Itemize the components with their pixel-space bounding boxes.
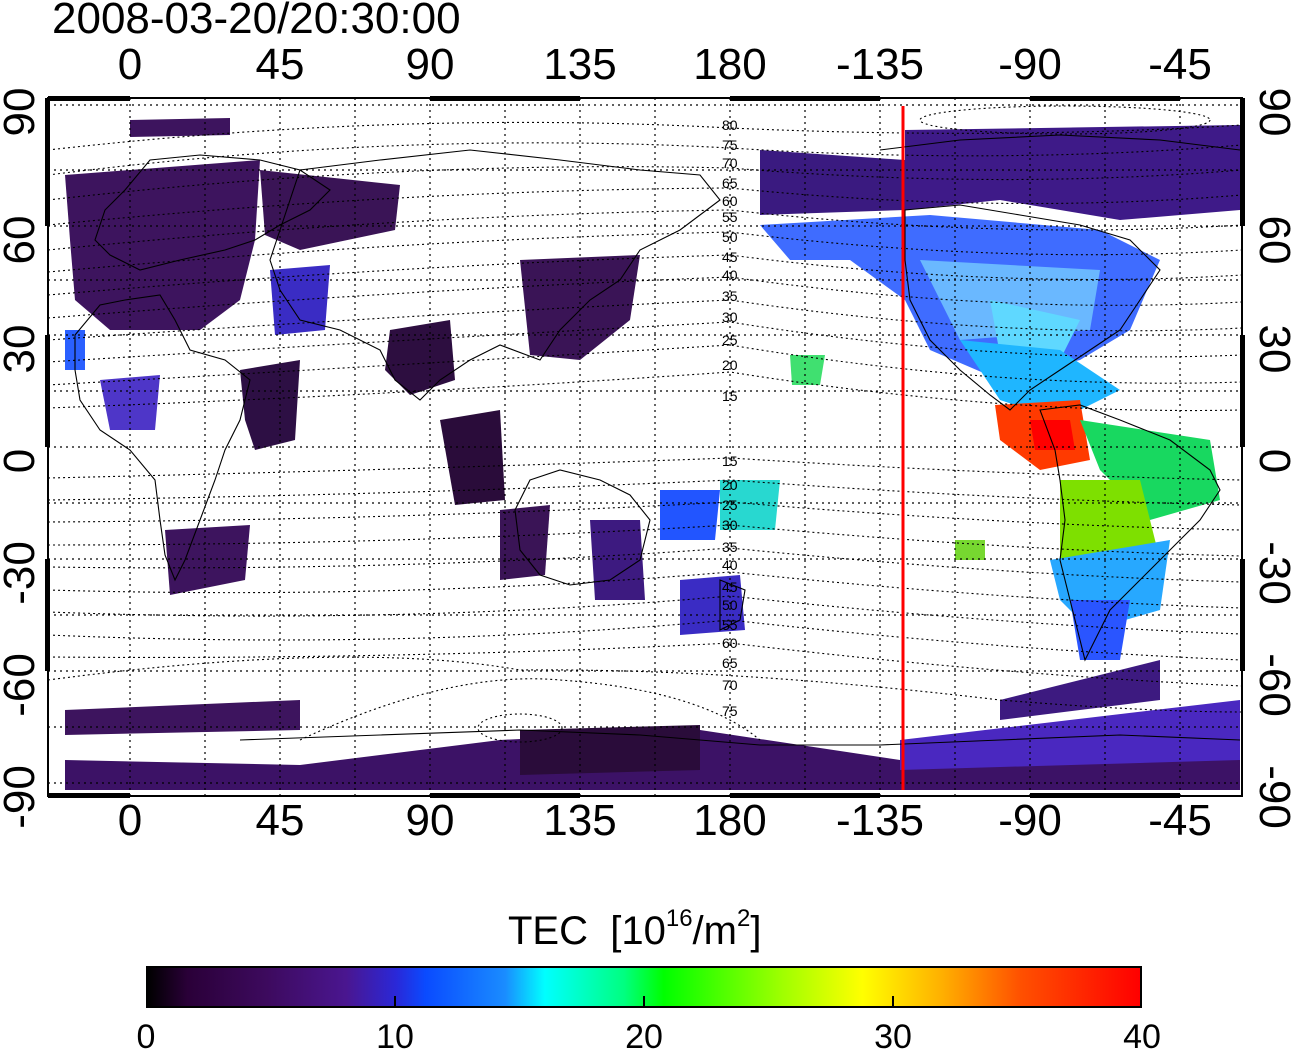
map-border-ticks bbox=[45, 96, 1245, 798]
lat-tick-label-right: -90 bbox=[1250, 765, 1292, 829]
colorbar-tick-label: 40 bbox=[1123, 1018, 1161, 1056]
contour-label: 45 bbox=[722, 249, 738, 265]
contour-label: 70 bbox=[722, 155, 738, 171]
lon-tick-label-bottom: -45 bbox=[1148, 796, 1212, 845]
contour-label: 25 bbox=[722, 497, 738, 513]
colorbar-unit-mid: /m bbox=[692, 909, 737, 953]
lon-tick-label-top: 90 bbox=[405, 40, 455, 89]
lon-tick-label-bottom: 180 bbox=[693, 796, 767, 845]
lat-tick-label-left: 60 bbox=[0, 215, 44, 265]
map-title-timestamp: 2008-03-20/20:30:00 bbox=[52, 0, 461, 43]
lat-tick-label-right: 0 bbox=[1249, 449, 1292, 473]
coastlines bbox=[74, 134, 1241, 746]
lat-tick-label-left: 30 bbox=[0, 324, 44, 374]
lat-tick-label-right: -60 bbox=[1250, 653, 1292, 717]
lat-tick-label-right: 90 bbox=[1250, 87, 1292, 137]
colorbar-tick-label: 20 bbox=[625, 1018, 663, 1056]
lon-tick-label-bottom: 0 bbox=[117, 796, 143, 845]
lat-tick-label-right: -30 bbox=[1250, 541, 1292, 605]
lat-tick-label-left: -30 bbox=[0, 541, 44, 605]
colorbar-unit-exponent: 16 bbox=[665, 905, 693, 932]
contour-label: 75 bbox=[722, 703, 738, 719]
colorbar-tick-label: 0 bbox=[136, 1018, 156, 1056]
lon-tick-label-top: 45 bbox=[255, 40, 305, 89]
contour-label: 40 bbox=[722, 557, 738, 573]
colorbar-title: TEC [1016/m2] bbox=[508, 905, 761, 954]
colorbar-label: TEC bbox=[508, 909, 588, 953]
colorbar-tick-mark bbox=[643, 996, 645, 1006]
contour-label: 55 bbox=[722, 617, 738, 633]
contour-label: 75 bbox=[722, 137, 738, 153]
lon-tick-label-top: 0 bbox=[117, 40, 143, 89]
contour-label: 65 bbox=[722, 655, 738, 671]
colorbar-unit-base: [10 bbox=[610, 909, 666, 953]
lat-tick-label-right: 30 bbox=[1250, 324, 1292, 374]
lon-tick-label-top: 180 bbox=[693, 40, 767, 89]
lon-tick-label-bottom: -90 bbox=[998, 796, 1062, 845]
colorbar-tick-mark bbox=[394, 996, 396, 1006]
lon-tick-label-bottom: 45 bbox=[255, 796, 305, 845]
lat-tick-label-left: 0 bbox=[0, 449, 45, 473]
magnetic-latitude-contours bbox=[48, 105, 1242, 743]
contour-label: 30 bbox=[722, 517, 738, 533]
contour-label: 65 bbox=[722, 175, 738, 191]
contour-label: 35 bbox=[722, 539, 738, 555]
lon-tick-label-bottom: 135 bbox=[543, 796, 617, 845]
contour-label: 30 bbox=[722, 309, 738, 325]
contour-label: 40 bbox=[722, 267, 738, 283]
colorbar-unit-end: ] bbox=[750, 909, 762, 953]
contour-label: 50 bbox=[722, 229, 738, 245]
tec-patches-antarctic bbox=[65, 660, 1240, 790]
colorbar-tick-label: 30 bbox=[874, 1018, 912, 1056]
colorbar-unit-exponent-2: 2 bbox=[736, 905, 751, 932]
contour-label: 60 bbox=[722, 635, 738, 651]
contour-label: 70 bbox=[722, 677, 738, 693]
contour-label: 60 bbox=[722, 193, 738, 209]
lat-tick-label-right: 60 bbox=[1250, 215, 1292, 265]
tec-patches-americas bbox=[660, 125, 1240, 660]
contour-label: 80 bbox=[722, 117, 738, 133]
lon-tick-label-top: -90 bbox=[998, 40, 1062, 89]
colorbar-tick-label: 10 bbox=[376, 1018, 414, 1056]
contour-label: 55 bbox=[722, 209, 738, 225]
contour-label: 25 bbox=[722, 332, 738, 348]
colorbar-tick-mark bbox=[892, 996, 894, 1006]
contour-label: 45 bbox=[722, 579, 738, 595]
lat-tick-label-left: 90 bbox=[0, 87, 44, 137]
contour-label: 15 bbox=[722, 388, 738, 404]
contour-label: 20 bbox=[722, 357, 738, 373]
lon-tick-label-top: -135 bbox=[835, 40, 925, 89]
contour-label: 35 bbox=[722, 288, 738, 304]
lat-tick-label-left: -90 bbox=[0, 765, 44, 829]
lat-tick-label-left: -60 bbox=[0, 653, 44, 717]
contour-label: 15 bbox=[722, 453, 738, 469]
contour-label: 50 bbox=[722, 597, 738, 613]
lon-tick-label-bottom: -135 bbox=[835, 796, 925, 845]
contour-label: 20 bbox=[722, 477, 738, 493]
lon-tick-label-top: 135 bbox=[543, 40, 617, 89]
tec-patches-eastern-hemisphere bbox=[65, 118, 745, 635]
lon-tick-label-bottom: 90 bbox=[405, 796, 455, 845]
contour-labels-south: 15 20 25 30 35 40 45 50 55 60 65 70 75 bbox=[722, 453, 738, 719]
lon-tick-label-top: -45 bbox=[1148, 40, 1212, 89]
